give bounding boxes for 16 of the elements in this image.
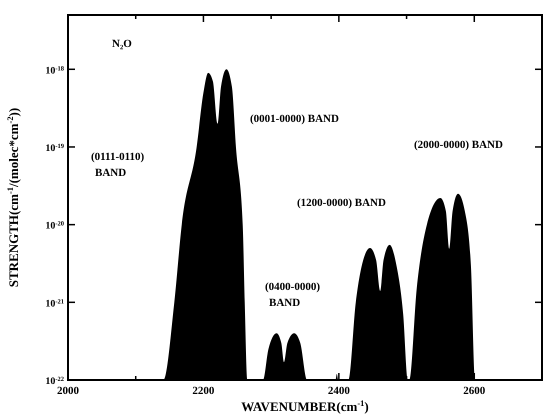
annotation: (2000-0000) BAND (414, 139, 503, 151)
annotation: (0400-0000) BAND (265, 281, 320, 309)
y-tick-label: 10$^{-18}$ (45, 64, 65, 76)
y-tick-label: 10$^{-20}$ (45, 220, 64, 232)
y-tick-label: 10$^{-21}$ (45, 298, 64, 310)
annotation: (1200-0000) BAND (297, 197, 386, 209)
annotation: (0111-0110) BAND (91, 151, 145, 179)
y-tick-label: 10$^{-19}$ (45, 142, 65, 154)
annotation: N₂O (112, 38, 132, 50)
x-tick-label: 2400 (328, 385, 350, 397)
x-tick-label: 2600 (463, 385, 486, 397)
x-tick-label: 2000 (57, 385, 80, 397)
annotation: (0001-0000) BAND (250, 113, 339, 125)
x-axis-title: WAVENUMBER(cm$^{-1}$) (241, 398, 369, 414)
x-tick-label: 2200 (192, 385, 215, 397)
y-tick-label: 10$^{-22}$ (45, 376, 64, 387)
